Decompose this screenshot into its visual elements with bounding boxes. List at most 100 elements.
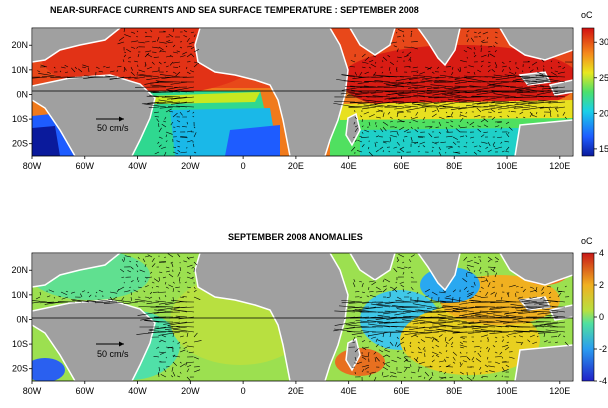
current-vector	[175, 315, 188, 318]
current-vector	[508, 71, 515, 75]
current-vector	[174, 101, 195, 105]
current-vector	[520, 286, 524, 289]
current-vector	[487, 282, 491, 288]
current-vector	[431, 355, 435, 358]
current-vector	[367, 320, 384, 323]
current-vector	[126, 48, 132, 53]
current-vector	[403, 136, 408, 138]
current-vector	[411, 84, 433, 88]
current-vector	[354, 116, 357, 120]
current-vector	[424, 107, 427, 113]
current-vector	[39, 301, 55, 304]
current-vector	[458, 124, 461, 128]
current-vector	[544, 96, 559, 98]
current-vector	[167, 96, 188, 100]
x-tick-label: 80E	[446, 386, 462, 396]
current-vector	[368, 60, 374, 63]
current-vector	[453, 86, 468, 89]
current-vector	[136, 36, 139, 38]
current-vector	[501, 344, 509, 348]
current-vector	[382, 56, 388, 61]
current-vector	[536, 71, 544, 75]
current-vector	[375, 338, 378, 343]
current-vector	[186, 130, 193, 133]
current-vector	[151, 281, 155, 284]
current-vector	[471, 301, 496, 303]
current-vector	[396, 336, 399, 340]
current-vector	[452, 289, 456, 293]
current-vector	[193, 286, 196, 289]
current-vector	[95, 291, 98, 294]
colorbar-tick-label: -2	[599, 344, 607, 354]
current-vector	[488, 81, 503, 83]
current-vector	[158, 51, 162, 53]
current-vector	[105, 75, 118, 78]
current-vector	[412, 66, 419, 69]
current-vector	[394, 106, 412, 110]
current-vector	[150, 29, 153, 33]
current-vector	[190, 31, 195, 34]
current-vector	[480, 119, 485, 123]
current-vector	[452, 141, 457, 145]
current-vector	[38, 73, 62, 78]
current-vector	[504, 140, 510, 143]
current-vector	[357, 101, 377, 105]
current-vector	[385, 81, 405, 86]
current-vector	[529, 69, 534, 73]
current-vector	[487, 53, 490, 58]
current-vector	[494, 336, 498, 339]
current-vector	[186, 364, 192, 368]
current-vector	[385, 91, 398, 93]
current-vector	[410, 136, 413, 142]
current-vector	[538, 304, 559, 308]
current-vector	[370, 303, 391, 308]
current-vector	[368, 114, 375, 118]
current-vector	[468, 311, 489, 315]
current-vector	[144, 280, 146, 283]
current-vector	[532, 341, 538, 345]
current-vector	[435, 141, 440, 144]
current-vector	[32, 76, 48, 79]
current-vector	[374, 357, 377, 363]
bottom-title: SEPTEMBER 2008 ANOMALIES	[228, 232, 363, 242]
current-vector	[172, 61, 181, 64]
top-map: 50 cm/s	[32, 28, 573, 156]
current-vector	[548, 101, 566, 104]
current-vector	[147, 331, 167, 333]
current-vector	[32, 300, 48, 303]
bottom-colorbar-ticks: 4 2 0 -2 -4	[594, 248, 607, 386]
current-vector	[467, 331, 482, 334]
current-vector	[438, 121, 442, 127]
current-vector	[136, 30, 139, 33]
current-vector	[383, 140, 391, 143]
current-vector	[479, 266, 482, 272]
current-vector	[410, 30, 413, 33]
current-vector	[466, 376, 473, 381]
current-vector	[355, 91, 377, 96]
current-vector	[439, 300, 454, 303]
current-vector	[103, 301, 125, 304]
current-vector	[534, 289, 538, 293]
current-vector	[382, 366, 389, 371]
current-vector	[469, 296, 475, 300]
current-vector	[399, 148, 405, 153]
bottom-y-axis: 20N 10N 0N 10S 20S	[11, 265, 32, 374]
current-vector	[424, 329, 447, 333]
current-vector	[118, 36, 125, 41]
current-vector	[466, 356, 471, 361]
current-vector	[368, 331, 391, 337]
current-vector	[124, 34, 132, 38]
current-vector	[395, 101, 419, 104]
current-vector	[392, 376, 398, 378]
current-vector	[466, 71, 470, 74]
current-vector	[448, 318, 468, 323]
current-vector	[359, 281, 363, 283]
current-vector	[452, 66, 454, 70]
bottom-colorbar-unit: oC	[581, 236, 593, 246]
current-vector	[431, 71, 435, 74]
y-tick-label: 20N	[11, 265, 28, 275]
current-vector	[527, 339, 531, 343]
current-vector	[395, 76, 419, 82]
current-vector	[363, 111, 370, 115]
current-vector	[123, 28, 126, 33]
